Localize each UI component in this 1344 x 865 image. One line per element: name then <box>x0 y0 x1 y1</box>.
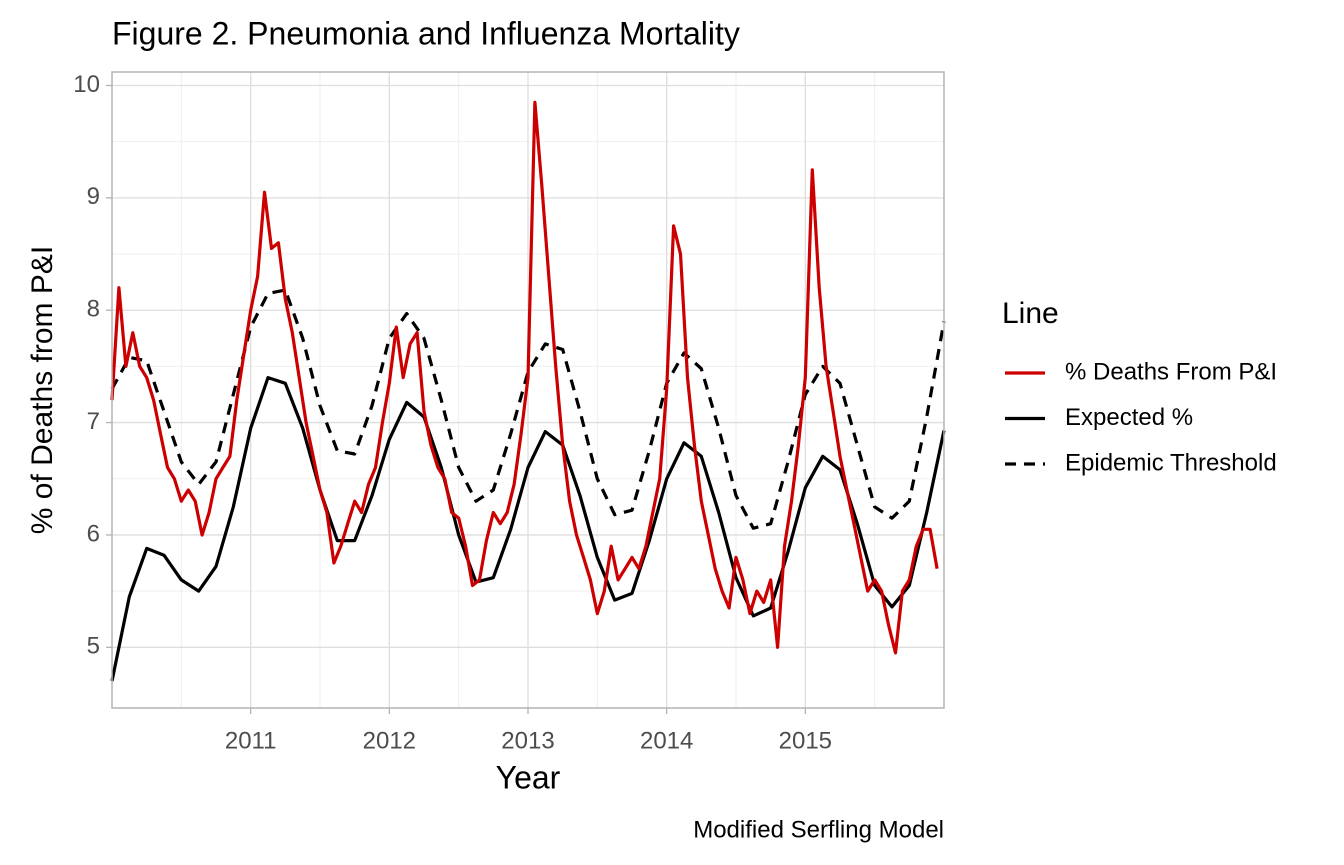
y-tick-label: 6 <box>87 520 100 547</box>
y-axis-label: % of Deaths from P&I <box>26 246 59 534</box>
legend-title: Line <box>1002 297 1059 330</box>
legend-label: Expected % <box>1065 404 1193 431</box>
y-tick-label: 10 <box>73 71 100 98</box>
y-tick-label: 9 <box>87 183 100 210</box>
legend-label: % Deaths From P&I <box>1065 358 1277 385</box>
data-line <box>110 376 946 682</box>
y-tick-label: 5 <box>87 633 100 660</box>
panel-border <box>111 71 945 709</box>
y-tick-label: 7 <box>87 408 100 435</box>
x-tick-label: 2014 <box>640 727 693 754</box>
x-tick-label: 2013 <box>501 727 554 754</box>
x-tick-label: 2012 <box>363 727 416 754</box>
x-tick-label: 2011 <box>225 727 277 754</box>
caption: Modified Serfling Model <box>693 816 944 843</box>
x-tick-label: 2015 <box>779 727 832 754</box>
chart-title: Figure 2. Pneumonia and Influenza Mortal… <box>112 15 740 51</box>
legend-label: Epidemic Threshold <box>1065 449 1277 476</box>
data-line <box>110 100 939 655</box>
x-axis-label: Year <box>496 759 561 795</box>
y-tick-label: 8 <box>87 296 100 323</box>
data-line <box>110 288 946 530</box>
